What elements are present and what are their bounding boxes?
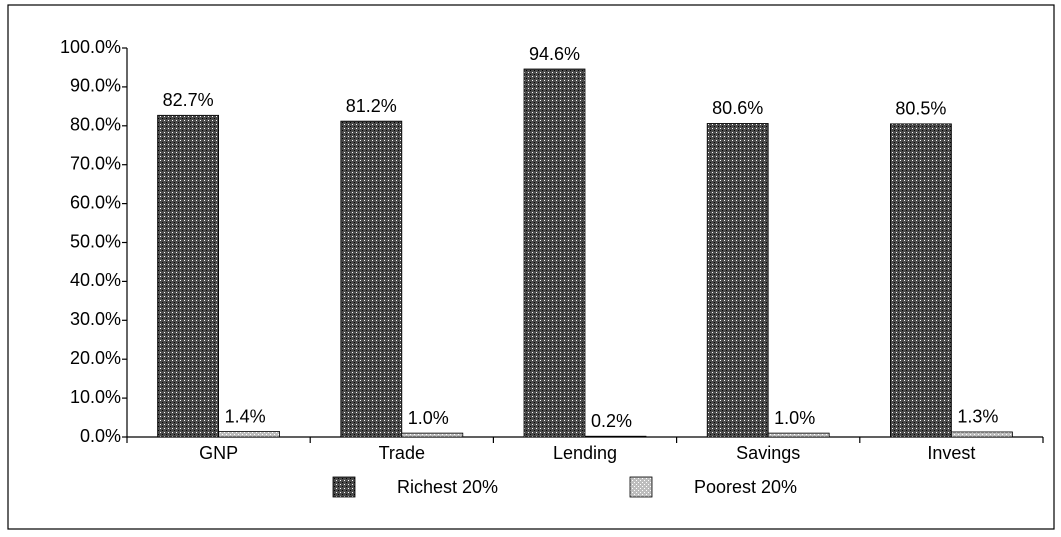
bar (523, 68, 586, 438)
y-tick-label: 10.0% (70, 387, 121, 407)
value-label: 94.6% (529, 44, 580, 64)
y-tick-label: 70.0% (70, 153, 121, 173)
y-tick-label: 30.0% (70, 309, 121, 329)
x-tick-label: Invest (927, 443, 975, 463)
value-label: 1.3% (957, 407, 998, 427)
legend-label: Richest 20% (397, 477, 498, 497)
legend-swatch (629, 476, 653, 498)
y-tick-label: 40.0% (70, 270, 121, 290)
bar (401, 432, 464, 438)
y-tick-label: 0.0% (80, 426, 121, 446)
value-label: 1.0% (774, 408, 815, 428)
legend-label: Poorest 20% (694, 477, 797, 497)
bar (340, 120, 403, 438)
y-tick-label: 80.0% (70, 115, 121, 135)
bar (706, 123, 769, 438)
x-tick-label: Trade (379, 443, 425, 463)
y-tick-label: 90.0% (70, 76, 121, 96)
y-tick-label: 50.0% (70, 231, 121, 251)
y-tick-label: 20.0% (70, 348, 121, 368)
value-label: 1.4% (225, 406, 266, 426)
value-label: 82.7% (163, 90, 214, 110)
bar (951, 431, 1013, 438)
value-label: 0.2% (591, 411, 632, 431)
bar (157, 114, 220, 438)
value-label: 80.6% (712, 98, 763, 118)
y-tick-label: 60.0% (70, 192, 121, 212)
bar (767, 432, 830, 438)
x-tick-label: Savings (736, 443, 800, 463)
value-label: 80.5% (895, 99, 946, 119)
value-label: 81.2% (346, 96, 397, 116)
bar (218, 431, 281, 438)
chart-border (7, 4, 1055, 530)
value-label: 1.0% (408, 408, 449, 428)
y-tick-label: 100.0% (60, 37, 121, 57)
x-tick-label: GNP (199, 443, 238, 463)
bar (584, 435, 647, 438)
legend-swatch (332, 476, 356, 498)
x-tick-label: Lending (553, 443, 617, 463)
bar (890, 123, 952, 438)
